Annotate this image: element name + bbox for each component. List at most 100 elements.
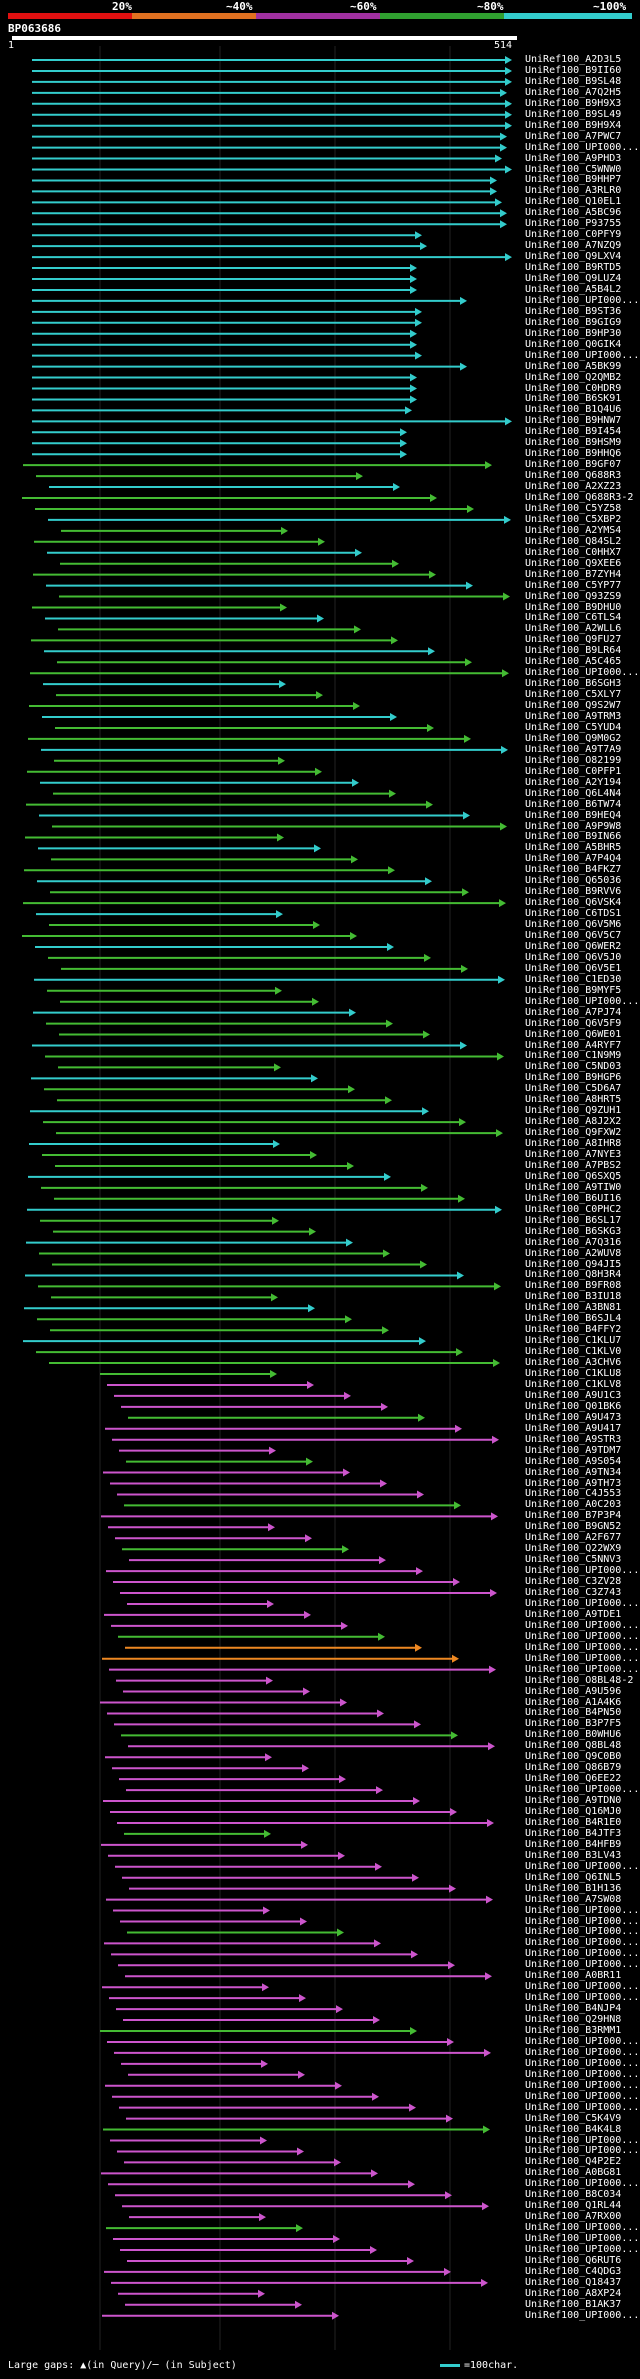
hit-label[interactable]: UniRef100_Q6V5M6 <box>525 919 622 931</box>
hit-label[interactable]: UniRef100_A2D3L5 <box>525 54 622 65</box>
hit-label[interactable]: UniRef100_Q6V5E1 <box>525 962 622 974</box>
hit-label[interactable]: UniRef100_Q6V5C7 <box>525 930 622 941</box>
hit-label[interactable]: UniRef100_UPI000... <box>525 2244 640 2255</box>
hit-label[interactable]: UniRef100_B9FR08 <box>525 1280 622 1292</box>
hit-label[interactable]: UniRef100_B0WHU6 <box>525 1729 622 1741</box>
hit-label[interactable]: UniRef100_Q688R3-2 <box>525 492 634 503</box>
hit-label[interactable]: UniRef100_C4QDG3 <box>525 2265 622 2277</box>
hit-label[interactable]: UniRef100_Q8BL48 <box>525 1740 622 1752</box>
hit-label[interactable]: UniRef100_B6UI16 <box>525 1192 622 1204</box>
hit-label[interactable]: UniRef100_B4HFB9 <box>525 1838 622 1850</box>
hit-label[interactable]: UniRef100_A9TRM3 <box>525 711 622 722</box>
hit-label[interactable]: UniRef100_UPI000... <box>525 2068 640 2080</box>
hit-label[interactable]: UniRef100_Q6VSK4 <box>525 897 622 909</box>
hit-label[interactable]: UniRef100_B9SL49 <box>525 108 622 120</box>
hit-label[interactable]: UniRef100_UPI000... <box>525 1663 640 1675</box>
hit-label[interactable]: UniRef100_A9TDE1 <box>525 1608 622 1620</box>
hit-label[interactable]: UniRef100_A9PHD3 <box>525 152 622 164</box>
hit-label[interactable]: UniRef100_B8C034 <box>525 2189 622 2201</box>
hit-label[interactable]: UniRef100_Q6WE01 <box>525 1028 622 1040</box>
hit-label[interactable]: UniRef100_A8J2X2 <box>525 1116 622 1128</box>
hit-label[interactable]: UniRef100_Q22WX9 <box>525 1543 622 1555</box>
hit-label[interactable]: UniRef100_Q6SXQ5 <box>525 1170 622 1182</box>
hit-label[interactable]: UniRef100_B9IN66 <box>525 831 622 843</box>
hit-label[interactable]: UniRef100_Q9FXW2 <box>525 1127 622 1139</box>
hit-label[interactable]: UniRef100_B9RVV6 <box>525 886 622 898</box>
hit-label[interactable]: UniRef100_B9HSM9 <box>525 437 622 449</box>
hit-label[interactable]: UniRef100_B3IU18 <box>525 1291 622 1303</box>
hit-label[interactable]: UniRef100_C3ZV28 <box>525 1576 622 1588</box>
hit-label[interactable]: UniRef100_Q65036 <box>525 875 622 887</box>
hit-label[interactable]: UniRef100_B6SJL4 <box>525 1313 622 1325</box>
hit-label[interactable]: UniRef100_C0HDR9 <box>525 382 622 394</box>
hit-label[interactable]: UniRef100_UPI000... <box>525 2233 640 2245</box>
hit-label[interactable]: UniRef100_P93755 <box>525 218 622 230</box>
hit-label[interactable]: UniRef100_Q0GIK4 <box>525 338 622 350</box>
hit-label[interactable]: UniRef100_C4J553 <box>525 1488 622 1500</box>
hit-label[interactable]: UniRef100_A7Q316 <box>525 1236 622 1248</box>
hit-label[interactable]: UniRef100_B6SL17 <box>525 1214 622 1226</box>
hit-label[interactable]: UniRef100_Q9C0B0 <box>525 1751 622 1763</box>
hit-label[interactable]: UniRef100_UPI000... <box>525 2178 640 2190</box>
hit-label[interactable]: UniRef100_UPI000... <box>525 2101 640 2113</box>
hit-label[interactable]: UniRef100_UPI000... <box>525 1915 640 1927</box>
hit-label[interactable]: UniRef100_C0PHC2 <box>525 1203 622 1215</box>
hit-label[interactable]: UniRef100_B3RMM1 <box>525 2025 622 2036</box>
hit-label[interactable]: UniRef100_A2Y194 <box>525 776 622 788</box>
hit-label[interactable]: UniRef100_A7NZQ9 <box>525 240 622 252</box>
hit-label[interactable]: UniRef100_O82199 <box>525 754 622 766</box>
hit-label[interactable]: UniRef100_Q6INL5 <box>525 1871 622 1883</box>
hit-label[interactable]: UniRef100_A1A4K6 <box>525 1696 622 1708</box>
hit-label[interactable]: UniRef100_Q29HN8 <box>525 2014 622 2026</box>
hit-label[interactable]: UniRef100_C6TLS4 <box>525 612 622 624</box>
hit-label[interactable]: UniRef100_A9TN34 <box>525 1466 622 1478</box>
hit-label[interactable]: UniRef100_Q86B79 <box>525 1762 622 1774</box>
hit-label[interactable]: UniRef100_B9GIG9 <box>525 316 622 328</box>
hit-label[interactable]: UniRef100_B9ST36 <box>525 305 622 317</box>
hit-label[interactable]: UniRef100_A9P9W8 <box>525 820 622 832</box>
hit-label[interactable]: UniRef100_UPI000... <box>525 1630 640 1642</box>
hit-label[interactable]: UniRef100_UPI000... <box>525 349 640 361</box>
hit-label[interactable]: UniRef100_C6TDS1 <box>525 908 622 920</box>
hit-label[interactable]: UniRef100_B3P7F5 <box>525 1718 622 1730</box>
hit-label[interactable]: UniRef100_B1AK37 <box>525 2298 622 2310</box>
hit-label[interactable]: UniRef100_Q4P2E2 <box>525 2156 622 2168</box>
hit-label[interactable]: UniRef100_Q6WER2 <box>525 940 622 952</box>
hit-label[interactable]: UniRef100_B9II60 <box>525 64 622 76</box>
hit-label[interactable]: UniRef100_Q9S2W7 <box>525 700 622 712</box>
hit-label[interactable]: UniRef100_UPI000... <box>525 2222 640 2234</box>
hit-label[interactable]: UniRef100_A8XP24 <box>525 2287 622 2299</box>
hit-label[interactable]: UniRef100_C5WNW0 <box>525 163 622 175</box>
hit-label[interactable]: UniRef100_Q9LUZ4 <box>525 273 622 284</box>
hit-label[interactable]: UniRef100_A2F677 <box>525 1532 622 1544</box>
hit-label[interactable]: UniRef100_Q16MJ0 <box>525 1806 622 1817</box>
hit-label[interactable]: UniRef100_UPI000... <box>525 2079 640 2091</box>
hit-label[interactable]: UniRef100_A9TDN0 <box>525 1795 622 1807</box>
hit-label[interactable]: UniRef100_B9H9X3 <box>525 97 622 109</box>
hit-label[interactable]: UniRef100_A2YMS4 <box>525 524 622 536</box>
hit-label[interactable]: UniRef100_Q9ZUH1 <box>525 1105 622 1117</box>
hit-label[interactable]: UniRef100_A7PWC7 <box>525 130 622 142</box>
hit-label[interactable]: UniRef100_Q84SL2 <box>525 535 622 547</box>
hit-label[interactable]: UniRef100_UPI000... <box>525 1565 640 1577</box>
hit-label[interactable]: UniRef100_B9SL48 <box>525 75 622 87</box>
hit-label[interactable]: UniRef100_B1Q4U6 <box>525 404 622 416</box>
hit-label[interactable]: UniRef100_C3Z743 <box>525 1587 622 1598</box>
hit-label[interactable]: UniRef100_Q18437 <box>525 2276 622 2288</box>
hit-label[interactable]: UniRef100_Q688R3 <box>525 470 622 482</box>
hit-label[interactable]: UniRef100_A5B4L2 <box>525 283 622 295</box>
hit-label[interactable]: UniRef100_B4NJP4 <box>525 2003 622 2015</box>
hit-label[interactable]: UniRef100_A2WUV8 <box>525 1247 622 1259</box>
hit-label[interactable]: UniRef100_Q93ZS9 <box>525 590 622 602</box>
hit-label[interactable]: UniRef100_B4K4L8 <box>525 2123 622 2135</box>
hit-label[interactable]: UniRef100_Q2QMB2 <box>525 371 622 383</box>
hit-label[interactable]: UniRef100_UPI000... <box>525 1597 640 1609</box>
hit-label[interactable]: UniRef100_UPI000... <box>525 1860 640 1872</box>
hit-label[interactable]: UniRef100_B4JTF3 <box>525 1827 622 1839</box>
hit-label[interactable]: UniRef100_Q94JI5 <box>525 1258 622 1270</box>
hit-label[interactable]: UniRef100_B9H9X4 <box>525 119 622 131</box>
hit-label[interactable]: UniRef100_UPI000... <box>525 1992 640 2004</box>
hit-label[interactable]: UniRef100_C0HHX7 <box>525 546 622 558</box>
hit-label[interactable]: UniRef100_A5BHR5 <box>525 842 622 854</box>
hit-label[interactable]: UniRef100_B9I454 <box>525 426 622 438</box>
